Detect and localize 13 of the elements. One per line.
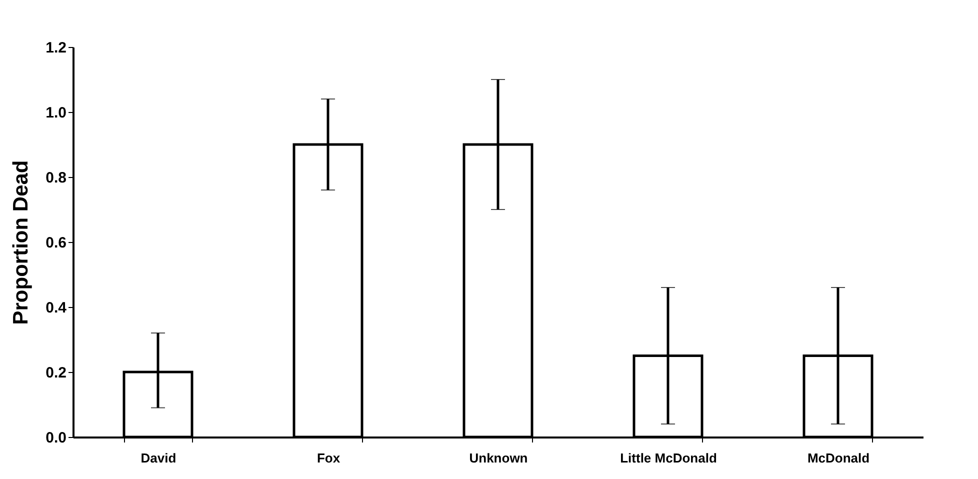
x-tick-label: McDonald bbox=[807, 450, 870, 466]
y-axis-title: Proportion Dead bbox=[10, 160, 33, 325]
x-tick-label: Little McDonald bbox=[620, 450, 717, 466]
x-tick-label: David bbox=[140, 450, 176, 466]
y-tick-label: 0.0 bbox=[46, 430, 66, 446]
y-tick-label: 0.6 bbox=[46, 234, 66, 252]
x-tick-label: Fox bbox=[316, 450, 341, 466]
x-tick-label: Unknown bbox=[469, 450, 528, 466]
y-tick-label: 0.4 bbox=[46, 300, 68, 316]
y-tick-label: 1.0 bbox=[46, 104, 66, 122]
y-tick-label: 0.8 bbox=[46, 170, 66, 186]
y-tick-label: 0.2 bbox=[46, 364, 66, 382]
y-tick-label: 1.2 bbox=[46, 40, 66, 56]
